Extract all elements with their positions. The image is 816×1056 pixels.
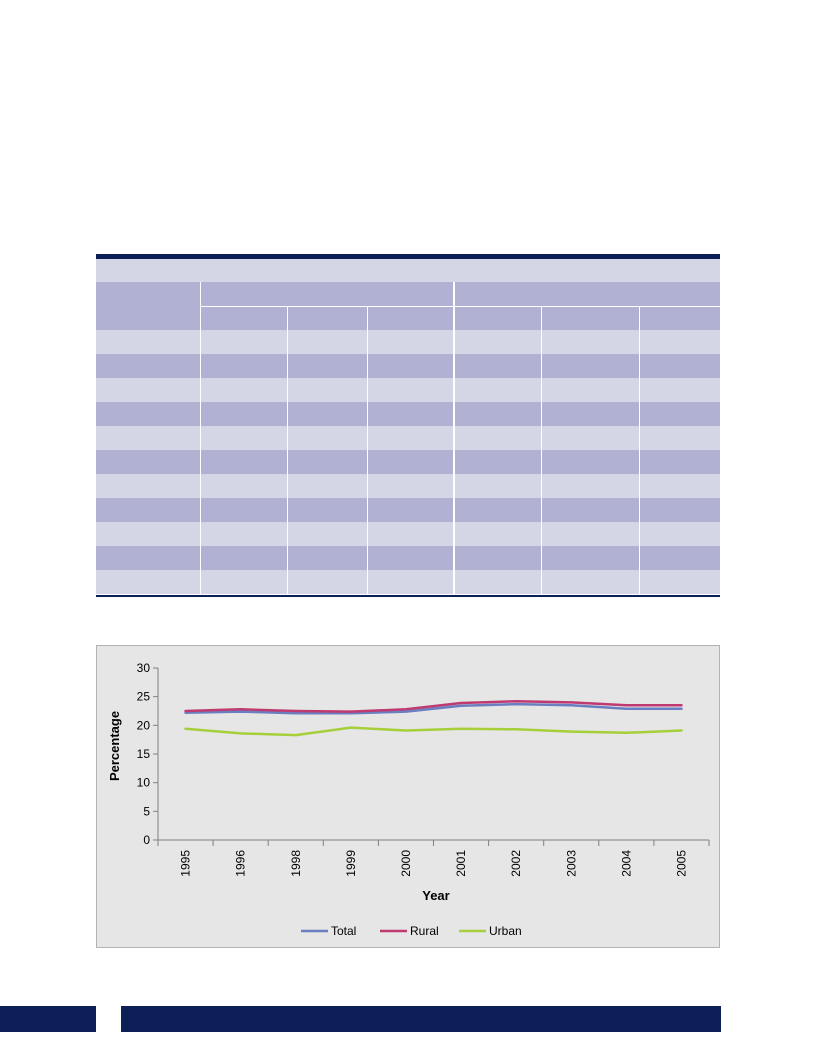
table-column-divider	[541, 306, 542, 595]
table-header-row	[96, 282, 720, 306]
chart-series-layer	[184, 700, 683, 737]
data-table	[96, 254, 720, 597]
x-tick-label: 1996	[234, 850, 248, 877]
y-tick-label: 25	[137, 690, 151, 704]
table-row	[96, 330, 720, 354]
table-header-row	[96, 306, 720, 330]
table-row	[96, 546, 720, 570]
table-row	[96, 498, 720, 522]
series-line-total	[184, 702, 683, 715]
chart-legend: Total Rural Urban	[301, 924, 522, 938]
table-row	[96, 522, 720, 546]
table-header-row	[96, 259, 720, 282]
y-tick-label: 5	[143, 804, 150, 818]
table-column-divider	[453, 282, 455, 595]
x-tick-label: 2004	[619, 850, 633, 877]
table-row	[96, 450, 720, 474]
footer-bar-right	[121, 1006, 721, 1032]
x-tick-label: 2000	[399, 850, 413, 877]
chart-frame: 0 5 10 15 20 25 30 1995 1996 1998 1999 2000 2001 2002…	[96, 645, 720, 948]
series-line-urban	[184, 726, 683, 737]
table-column-divider	[200, 282, 201, 595]
x-tick-label: 1998	[289, 850, 303, 877]
x-axis-title: Year	[422, 888, 449, 903]
x-tick-label: 1999	[344, 850, 358, 877]
table-bottom-rule	[96, 595, 720, 597]
x-tick-label: 2003	[564, 850, 578, 877]
y-tick-label: 0	[143, 833, 150, 847]
y-axis-title: Percentage	[107, 711, 122, 781]
footer-bar-left	[0, 1006, 96, 1032]
series-line-rural	[184, 700, 683, 713]
y-tick-label: 10	[137, 776, 151, 790]
table-top-rule	[96, 254, 720, 259]
table-row	[96, 354, 720, 378]
table-row	[96, 402, 720, 426]
table-header-divider	[200, 306, 720, 307]
table-row	[96, 378, 720, 402]
x-tick-label: 2002	[509, 850, 523, 877]
x-tick-label: 2005	[674, 850, 688, 877]
line-chart: 0 5 10 15 20 25 30 1995 1996 1998 1999 2000 2001 2002…	[107, 661, 710, 938]
x-tick-label: 1995	[179, 850, 193, 877]
legend-label-total: Total	[331, 924, 356, 938]
table-row	[96, 474, 720, 498]
table-column-divider	[367, 306, 368, 595]
y-tick-label: 30	[137, 661, 151, 675]
x-tick-label: 2001	[454, 850, 468, 877]
legend-label-rural: Rural	[410, 924, 439, 938]
table-row	[96, 570, 720, 594]
table-row	[96, 426, 720, 450]
table-column-divider	[287, 306, 288, 595]
table-column-divider	[639, 306, 640, 595]
chart-axes: 0 5 10 15 20 25 30 1995 1996 1998 1999 2000 2001 2002…	[137, 661, 710, 877]
legend-label-urban: Urban	[489, 924, 522, 938]
y-tick-label: 20	[137, 718, 151, 732]
y-tick-label: 15	[137, 747, 151, 761]
